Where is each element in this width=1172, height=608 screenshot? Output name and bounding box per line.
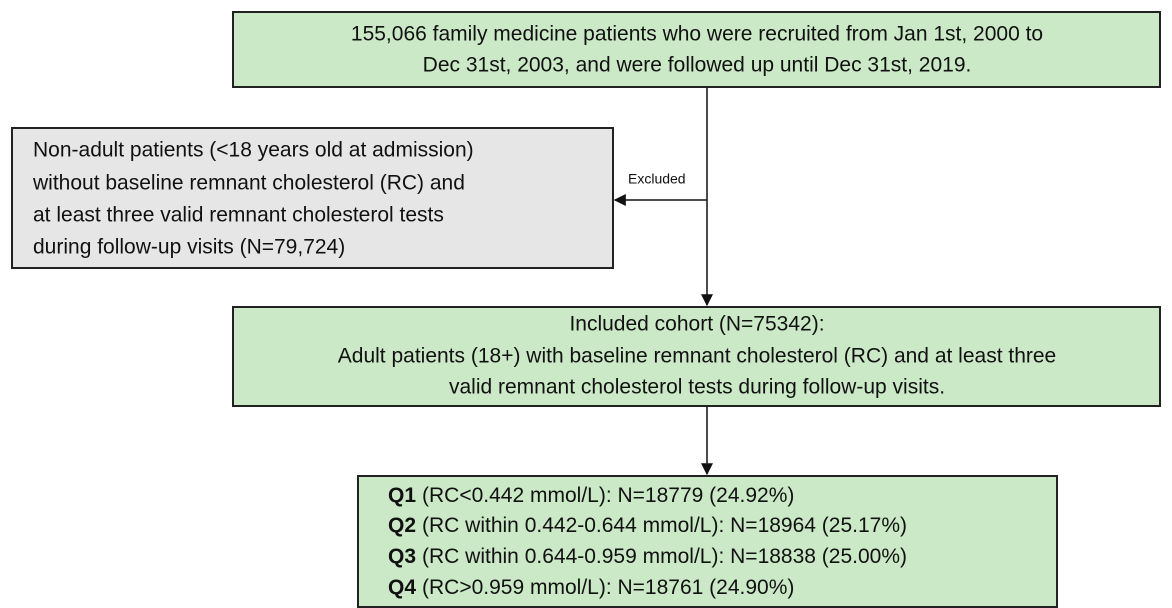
box-text: without baseline remnant cholesterol (RC…	[32, 172, 465, 195]
box-text: 155,066 family medicine patients who wer…	[351, 23, 1043, 46]
group-label: Q4	[388, 576, 416, 599]
box	[232, 306, 1161, 407]
box	[232, 11, 1161, 88]
box-text: Non-adult patients (<18 years old at adm…	[33, 139, 474, 162]
box-text: Adult patients (18+) with baseline remna…	[338, 345, 1056, 368]
box-text: during follow-up visits (N=79,724)	[33, 236, 345, 259]
box-text: Dec 31st, 2003, and were followed up unt…	[423, 54, 972, 77]
box-text: Included cohort (N=75342):	[569, 313, 824, 336]
edge-label: Excluded	[628, 171, 686, 187]
box-text: Q4 (RC>0.959 mmol/L): N=18761 (24.90%)	[388, 576, 794, 599]
box-text: Q1 (RC<0.442 mmol/L): N=18779 (24.92%)	[388, 484, 794, 507]
group-text: (RC<0.442 mmol/L): N=18779 (24.92%)	[422, 484, 794, 507]
box-text: Q2 (RC within 0.442-0.644 mmol/L): N=1896…	[388, 514, 907, 537]
group-text: (RC>0.959 mmol/L): N=18761 (24.90%)	[422, 576, 794, 599]
group-label: Q2	[388, 514, 416, 537]
box	[11, 127, 614, 269]
group-text: (RC within 0.644-0.959 mmol/L): N=18838 …	[422, 545, 907, 568]
box-text: Q3 (RC within 0.644-0.959 mmol/L): N=1883…	[388, 545, 907, 568]
group-label: Q1	[388, 484, 416, 507]
box	[357, 475, 1058, 608]
box-text: valid remnant cholesterol tests during f…	[449, 376, 945, 399]
box-text: at least three valid remnant cholesterol…	[33, 204, 444, 227]
group-label: Q3	[388, 545, 416, 568]
group-text: (RC within 0.442-0.644 mmol/L): N=18964 …	[422, 514, 907, 537]
